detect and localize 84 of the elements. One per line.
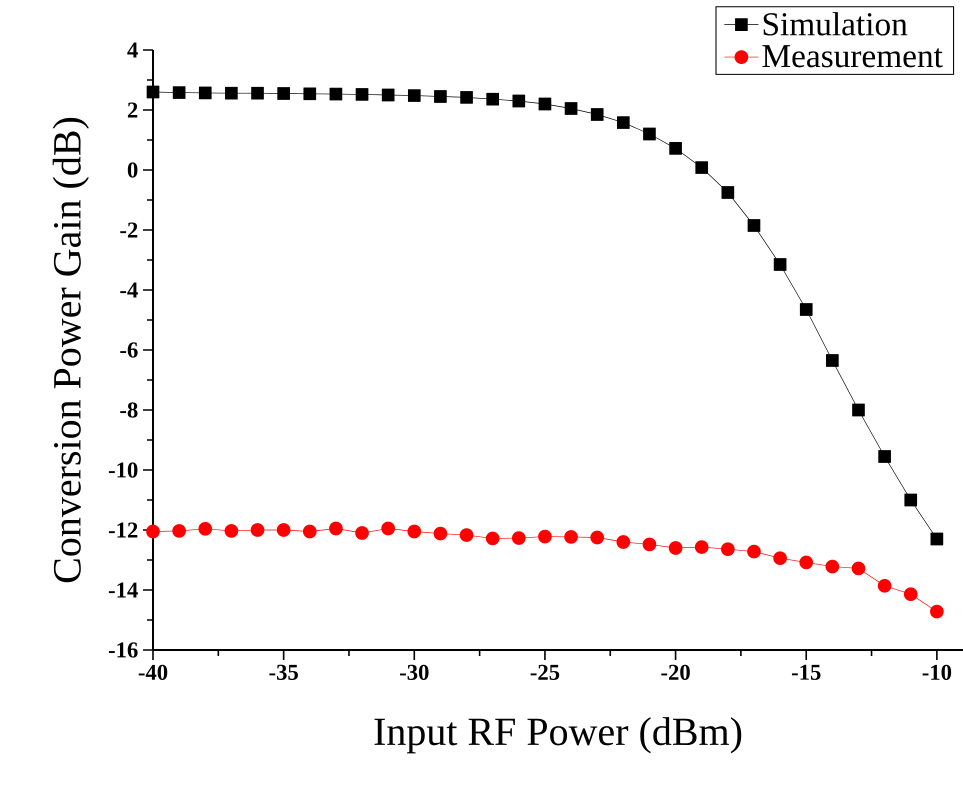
point (408, 89, 421, 102)
point (564, 530, 578, 544)
x-tick-label: -40 (138, 664, 168, 680)
point (276, 523, 290, 537)
point (747, 544, 761, 558)
point (590, 530, 604, 544)
point (616, 535, 630, 549)
y-axis-title: Conversion Power Gain (dB) (52, 118, 89, 582)
point (486, 92, 500, 106)
point (878, 450, 891, 463)
point (512, 531, 526, 545)
point (381, 522, 396, 536)
legend-label: Simulation (764, 12, 908, 36)
point (930, 604, 944, 618)
point (382, 88, 394, 102)
point (930, 532, 944, 546)
point (590, 108, 604, 121)
point (356, 88, 368, 101)
y-tick-label: 0 (128, 162, 138, 178)
x-tick-label: -25 (530, 664, 560, 680)
x-tick-label: -30 (400, 664, 429, 680)
point (146, 524, 160, 538)
legend-label: Measurement (762, 45, 943, 68)
point (852, 562, 866, 576)
point (774, 258, 786, 271)
point (538, 530, 552, 544)
x-tick-label: -20 (661, 664, 690, 680)
point (434, 90, 447, 103)
point (694, 540, 709, 554)
x-tick-label: -35 (269, 664, 298, 680)
point (303, 87, 316, 100)
point (826, 560, 840, 574)
point (722, 186, 734, 199)
point (146, 86, 160, 98)
point (225, 86, 238, 100)
point (198, 522, 212, 536)
point (460, 91, 473, 104)
point (434, 526, 448, 540)
point (878, 578, 892, 593)
x-tick-label: -15 (792, 664, 821, 680)
y-tick-label: -14 (108, 582, 138, 598)
point (799, 556, 814, 570)
y-tick-label: -12 (108, 522, 138, 538)
y-tick-label: -4 (120, 282, 138, 298)
y-tick-label: -2 (120, 222, 138, 238)
point (538, 98, 552, 110)
y-tick-label: -16 (108, 642, 138, 658)
point (330, 88, 342, 100)
point (773, 551, 787, 566)
point (564, 102, 578, 115)
point (668, 541, 682, 555)
point (643, 128, 656, 140)
point (904, 494, 918, 506)
y-tick-label: 2 (128, 102, 138, 118)
x-axis-title: Input RF Power (dBm) (374, 717, 742, 754)
y-tick-label: -8 (120, 402, 138, 418)
point (748, 219, 760, 232)
point (302, 524, 317, 538)
point (904, 587, 918, 602)
point (277, 87, 290, 100)
point (642, 538, 656, 552)
point (826, 354, 839, 367)
point (695, 161, 708, 174)
point (800, 303, 813, 316)
point (616, 116, 630, 129)
point (407, 524, 422, 538)
point (224, 524, 238, 538)
point (669, 142, 682, 155)
point (460, 528, 474, 542)
x-tick-label: -10 (922, 664, 952, 680)
point (251, 86, 264, 100)
y-tick-label: -6 (120, 342, 138, 358)
point (172, 86, 186, 99)
point (198, 86, 212, 100)
point (355, 526, 369, 540)
y-tick-label: 4 (127, 42, 138, 58)
point (486, 532, 500, 546)
y-tick-label: -10 (108, 462, 138, 478)
point (172, 524, 186, 538)
point (329, 522, 343, 536)
point (512, 94, 526, 108)
point (852, 404, 865, 416)
point (250, 523, 264, 537)
point (721, 542, 735, 556)
